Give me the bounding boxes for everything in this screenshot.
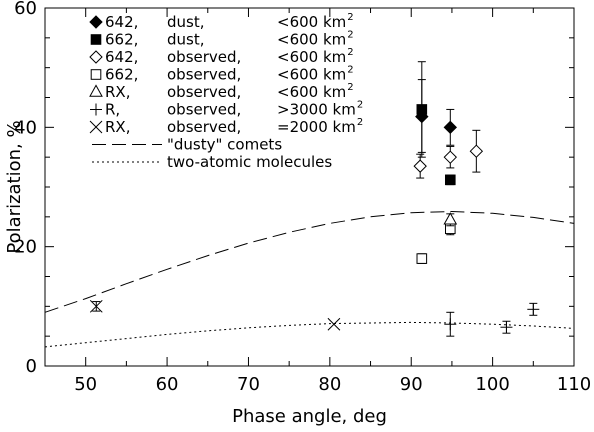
legend-size: <600 km bbox=[277, 31, 346, 49]
legend-code: RX, bbox=[105, 118, 130, 136]
curve-dusty-comets bbox=[44, 210, 575, 313]
marker-diamond-filled bbox=[89, 15, 103, 29]
legend-kind: observed, bbox=[167, 66, 241, 84]
legend-size: <600 km bbox=[277, 83, 346, 101]
data-point bbox=[469, 129, 484, 173]
marker-diamond-open bbox=[469, 144, 484, 158]
data-point bbox=[443, 145, 458, 169]
legend-exponent: 2 bbox=[347, 12, 353, 23]
legend-size: =2000 km bbox=[277, 118, 356, 136]
data-point bbox=[500, 320, 513, 334]
x-tick-label: 110 bbox=[557, 374, 591, 395]
legend-size: <600 km bbox=[277, 66, 346, 84]
marker-plus bbox=[527, 303, 540, 316]
legend-kind: observed, bbox=[167, 83, 241, 101]
marker-square-open bbox=[416, 253, 428, 264]
legend-exponent: 2 bbox=[357, 117, 363, 128]
marker-diamond-filled bbox=[443, 120, 458, 135]
marker-square-filled bbox=[444, 174, 456, 186]
legend-code: 642, bbox=[105, 48, 138, 66]
legend-code: R, bbox=[105, 101, 120, 119]
legend-kind: observed, bbox=[167, 118, 241, 136]
marker-triangle-open bbox=[443, 212, 458, 225]
y-tick-label: 60 bbox=[14, 0, 37, 19]
legend-exponent: 2 bbox=[347, 30, 353, 41]
x-tick-label: 80 bbox=[318, 374, 341, 395]
legend-code: RX, bbox=[105, 83, 130, 101]
legend-kind: observed, bbox=[167, 48, 241, 66]
data-point bbox=[89, 299, 103, 313]
legend-exponent: 2 bbox=[347, 65, 353, 76]
marker-x bbox=[89, 299, 103, 313]
marker-plus bbox=[90, 103, 102, 116]
x-tick-label: 70 bbox=[237, 374, 260, 395]
y-tick-label: 20 bbox=[14, 237, 37, 258]
legend-kind: dust, bbox=[167, 31, 205, 49]
data-point bbox=[416, 61, 428, 158]
legend-code: 642, bbox=[105, 13, 138, 31]
x-tick-label: 100 bbox=[475, 374, 509, 395]
y-tick-label: 40 bbox=[14, 117, 37, 138]
x-b bbox=[89, 299, 103, 313]
legend-kind: dust, bbox=[167, 13, 205, 31]
y-axis-label: Polarization, % bbox=[4, 120, 25, 253]
marker-plus bbox=[444, 318, 457, 331]
y-tick-label: 0 bbox=[26, 356, 37, 377]
legend-curve-label: two-atomic molecules bbox=[167, 153, 332, 171]
data-point bbox=[443, 212, 458, 227]
x-axis-label: Phase angle, deg bbox=[232, 406, 387, 427]
legend-exponent: 2 bbox=[347, 82, 353, 93]
marker-triangle-open bbox=[89, 84, 103, 97]
x-b bbox=[327, 317, 341, 331]
legend-size: <600 km bbox=[277, 13, 346, 31]
marker-x bbox=[89, 120, 103, 134]
legend-curve-label: "dusty" comets bbox=[167, 136, 282, 154]
data-point bbox=[527, 302, 540, 316]
data-point bbox=[413, 153, 427, 179]
x-tick-label: 60 bbox=[156, 374, 179, 395]
x-tick-label: 50 bbox=[74, 374, 97, 395]
data-point bbox=[416, 253, 428, 264]
x-tick-label: 90 bbox=[400, 374, 423, 395]
data-point bbox=[444, 311, 457, 337]
marker-square-filled bbox=[416, 104, 428, 115]
model-curves bbox=[44, 210, 575, 348]
data-point bbox=[327, 317, 341, 331]
marker-square-filled bbox=[90, 34, 102, 45]
data-point bbox=[443, 108, 458, 146]
marker-diamond-open bbox=[443, 150, 458, 164]
marker-diamond-open bbox=[413, 159, 427, 173]
data-points bbox=[89, 61, 540, 337]
data-point bbox=[444, 174, 456, 186]
legend-exponent: 2 bbox=[357, 100, 363, 111]
marker-x bbox=[327, 317, 341, 331]
legend-exponent: 2 bbox=[347, 47, 353, 58]
legend-size: >3000 km bbox=[277, 101, 356, 119]
marker-plus bbox=[500, 321, 513, 334]
curve-two-atomic-molecules bbox=[44, 321, 575, 348]
axes: 50 60 70 80 90 100 110 0 20 40 60 bbox=[14, 0, 591, 395]
marker-diamond-open bbox=[89, 50, 103, 64]
legend-kind: observed, bbox=[167, 101, 241, 119]
legend-code: 662, bbox=[105, 31, 138, 49]
x-b bbox=[89, 120, 103, 134]
legend-code: 662, bbox=[105, 66, 138, 84]
legend-size: <600 km bbox=[277, 48, 346, 66]
marker-square-open bbox=[90, 69, 102, 80]
